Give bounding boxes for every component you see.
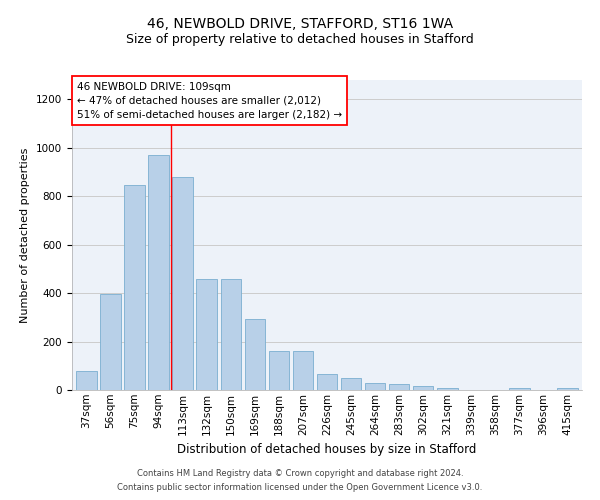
Bar <box>437 388 458 390</box>
Y-axis label: Number of detached properties: Number of detached properties <box>20 148 31 322</box>
Bar <box>269 351 289 390</box>
Bar <box>389 384 409 390</box>
Bar <box>76 370 97 390</box>
Bar <box>509 388 530 390</box>
Bar <box>124 186 145 390</box>
Text: 46, NEWBOLD DRIVE, STAFFORD, ST16 1WA: 46, NEWBOLD DRIVE, STAFFORD, ST16 1WA <box>147 18 453 32</box>
Text: Size of property relative to detached houses in Stafford: Size of property relative to detached ho… <box>126 32 474 46</box>
Bar <box>172 177 193 390</box>
Bar <box>221 278 241 390</box>
Bar <box>365 382 385 390</box>
Text: Contains HM Land Registry data © Crown copyright and database right 2024.: Contains HM Land Registry data © Crown c… <box>137 468 463 477</box>
Bar <box>245 318 265 390</box>
Bar <box>100 294 121 390</box>
Bar <box>341 378 361 390</box>
Text: Contains public sector information licensed under the Open Government Licence v3: Contains public sector information licen… <box>118 484 482 492</box>
Bar <box>293 351 313 390</box>
Bar <box>557 388 578 390</box>
Bar <box>148 155 169 390</box>
Text: 46 NEWBOLD DRIVE: 109sqm
← 47% of detached houses are smaller (2,012)
51% of sem: 46 NEWBOLD DRIVE: 109sqm ← 47% of detach… <box>77 82 342 120</box>
X-axis label: Distribution of detached houses by size in Stafford: Distribution of detached houses by size … <box>178 443 476 456</box>
Bar <box>317 374 337 390</box>
Bar <box>413 386 433 390</box>
Bar <box>196 278 217 390</box>
